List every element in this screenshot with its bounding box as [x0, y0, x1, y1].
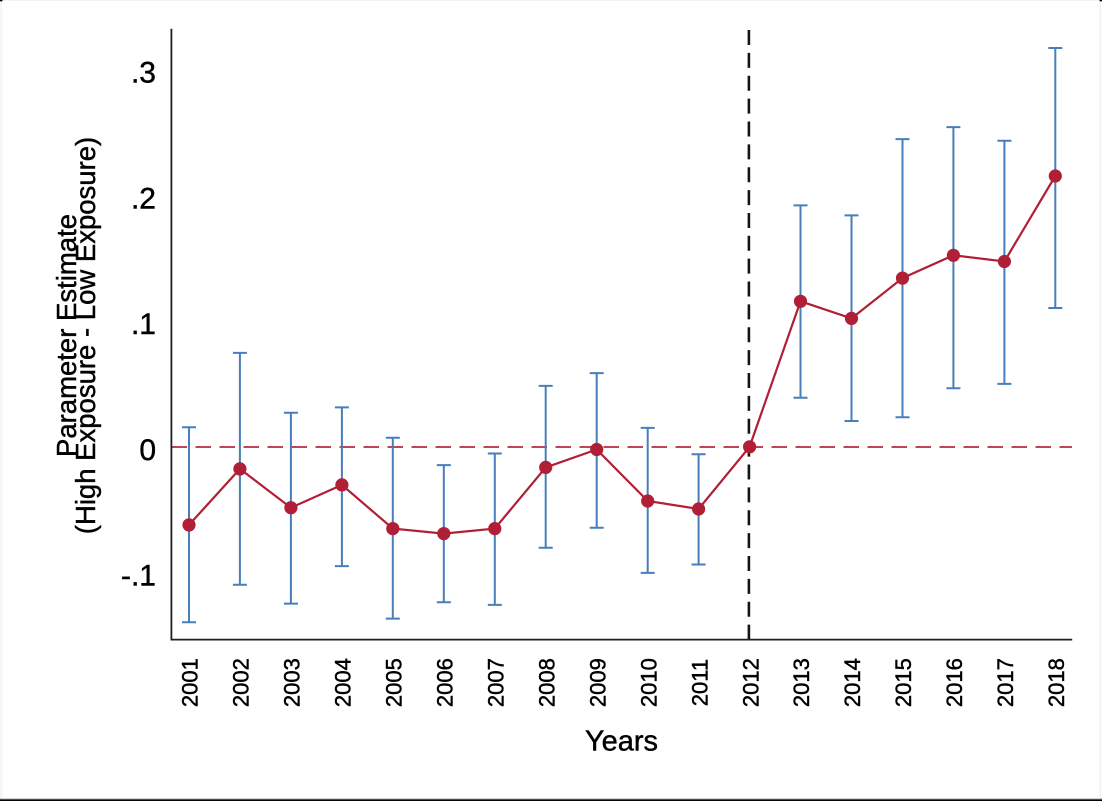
svg-text:2014: 2014 [840, 658, 865, 707]
svg-text:2008: 2008 [534, 658, 559, 707]
svg-text:2003: 2003 [280, 658, 305, 707]
svg-text:2007: 2007 [484, 658, 509, 707]
svg-text:2011: 2011 [687, 659, 712, 706]
svg-text:2016: 2016 [942, 658, 967, 707]
svg-text:(High Exposure - Low Exposure): (High Exposure - Low Exposure) [70, 137, 101, 534]
svg-text:2017: 2017 [993, 658, 1018, 707]
svg-text:2002: 2002 [229, 658, 254, 707]
svg-text:2005: 2005 [382, 658, 407, 707]
svg-text:.3: .3 [131, 57, 156, 90]
svg-text:2004: 2004 [331, 658, 356, 707]
svg-text:2013: 2013 [789, 658, 814, 707]
svg-text:2018: 2018 [1044, 658, 1069, 707]
svg-text:-.1: -.1 [121, 560, 156, 593]
svg-text:Parameter Estimate: Parameter Estimate [51, 214, 82, 457]
svg-text:0: 0 [139, 434, 156, 467]
svg-text:2006: 2006 [433, 658, 458, 707]
svg-text:2009: 2009 [585, 658, 610, 707]
svg-text:2012: 2012 [738, 658, 763, 707]
svg-text:2015: 2015 [891, 658, 916, 707]
svg-text:.1: .1 [131, 308, 156, 341]
svg-text:2001: 2001 [178, 658, 203, 707]
svg-text:.2: .2 [131, 182, 156, 215]
svg-text:Years: Years [585, 726, 658, 758]
svg-text:2010: 2010 [636, 658, 661, 707]
